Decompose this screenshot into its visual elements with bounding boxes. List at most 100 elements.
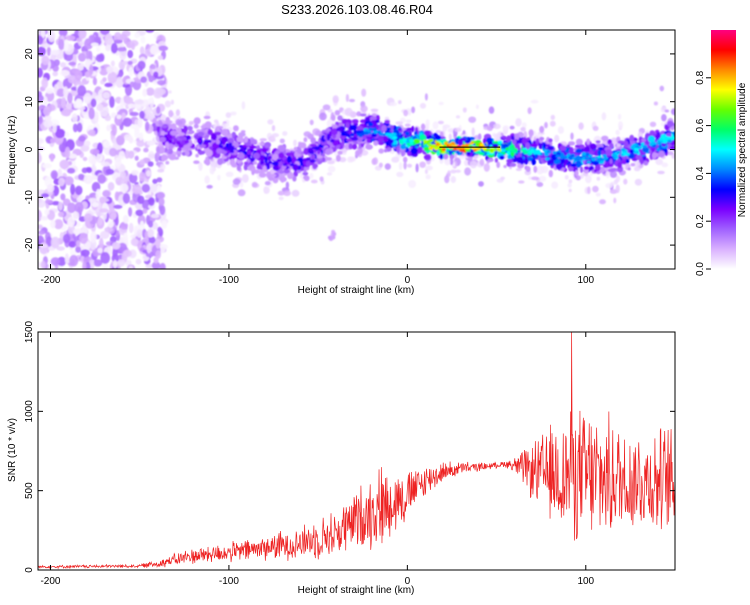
- spectrogram-cell: [616, 142, 621, 148]
- spectrogram-cell: [38, 137, 43, 144]
- snr-frame: [37, 331, 676, 571]
- snr-series-line: [38, 332, 675, 570]
- spectrogram-cell: [550, 114, 555, 120]
- spectrogram-cell: [403, 109, 409, 117]
- spectrogram-cell: [130, 238, 139, 246]
- spectrogram-cell: [588, 165, 595, 171]
- spectrogram-cell: [435, 142, 440, 146]
- spectrogram-cell: [589, 143, 597, 151]
- spectrogram-cell: [409, 142, 414, 146]
- spectrogram-cell: [142, 88, 148, 97]
- spectrogram-cell: [116, 47, 127, 52]
- spectrogram-cell: [159, 136, 166, 143]
- spectrogram-cell: [60, 62, 66, 68]
- spectrogram-cell: [497, 140, 503, 145]
- spectrogram-cell: [46, 184, 55, 193]
- spectrogram-cell: [443, 141, 449, 146]
- spectrogram-cell: [156, 152, 160, 158]
- spectrogram-cell: [505, 136, 510, 143]
- spectrogram-cell: [170, 123, 177, 130]
- spectrogram-cell: [545, 136, 551, 145]
- spectrogram-cell: [83, 92, 92, 104]
- spectrogram-cell: [161, 220, 168, 229]
- spectrogram-cell: [237, 152, 245, 160]
- spectrogram-cell: [389, 102, 398, 107]
- colorbar-tick-label: 0.6: [695, 118, 706, 132]
- spectrogram-cell: [396, 146, 400, 154]
- spectrogram-cell: [136, 140, 145, 147]
- spectrogram-cell: [416, 147, 423, 154]
- y-tick-label: 0: [24, 146, 35, 152]
- spectrogram-cell: [487, 125, 493, 132]
- spectrogram-cell: [161, 154, 166, 162]
- colorbar-gradient: [711, 30, 736, 269]
- colorbar-tick-label: 0.4: [695, 166, 706, 180]
- spectrogram-cell: [538, 175, 547, 182]
- spectrogram-cell: [44, 114, 52, 122]
- x-tick-label: 100: [577, 576, 594, 587]
- spectrogram-cell: [233, 125, 239, 132]
- spectrogram-cell: [378, 148, 385, 154]
- spectrogram-cell: [94, 36, 102, 43]
- spectrogram-cell: [365, 144, 373, 150]
- spectrogram-cell: [414, 140, 419, 144]
- spectrogram-cell: [386, 147, 392, 152]
- spectrogram-cell: [115, 176, 124, 186]
- spectrogram-cell: [121, 83, 131, 88]
- spectrogram-cell: [199, 144, 206, 148]
- spectrogram-cell: [366, 138, 371, 143]
- spectrogram-cell: [242, 174, 249, 183]
- spectrogram-cell: [79, 232, 88, 244]
- spectrogram-cell: [388, 134, 393, 138]
- spectrogram-cell: [509, 146, 515, 150]
- spectrogram-cell: [378, 162, 383, 168]
- spectrogram-cell: [76, 98, 83, 109]
- spectrogram-cell: [592, 185, 599, 193]
- spectrogram-cell: [523, 151, 528, 155]
- spectrogram-cell: [60, 97, 67, 109]
- spectrogram-cell: [327, 160, 335, 165]
- spectrogram-cell: [78, 135, 86, 142]
- spectrogram-cell: [184, 140, 190, 144]
- spectrogram-cell: [156, 184, 162, 194]
- spectrogram-cell: [157, 226, 163, 233]
- spectrogram-cell: [158, 146, 166, 154]
- spectrogram-cell: [610, 167, 618, 171]
- spectrogram-cell: [207, 139, 212, 143]
- spectrogram-cell: [171, 141, 176, 145]
- spectrogram-cell: [89, 64, 94, 76]
- spectrogram-cell: [536, 165, 544, 175]
- spectrogram-cell: [239, 181, 244, 188]
- spectrogram-cell: [147, 228, 154, 238]
- spectrogram-cell: [630, 163, 636, 167]
- spectrogram-cell: [58, 30, 68, 37]
- spectrogram-cell: [547, 145, 555, 151]
- spectrogram-cell: [112, 259, 118, 269]
- spectrogram-cell: [651, 152, 657, 160]
- spectrogram-cell: [570, 132, 574, 140]
- spectrogram-cell: [66, 103, 72, 110]
- spectrogram-cell: [97, 247, 103, 254]
- spectrogram-cell: [429, 138, 434, 142]
- spectrogram-cell: [555, 163, 563, 170]
- spectrogram-cell: [96, 151, 103, 163]
- spectrogram-cell: [478, 133, 482, 140]
- spectrogram-cell: [176, 127, 182, 134]
- spectrogram-cell: [271, 161, 279, 166]
- spectrogram-cell: [599, 199, 606, 205]
- spectrogram-cell: [49, 138, 57, 144]
- spectrogram-cell: [438, 101, 444, 106]
- spectrogram-cell: [127, 50, 134, 59]
- spectrogram-cell: [178, 135, 185, 139]
- spectrogram-cell: [135, 209, 144, 217]
- spectrogram-cell: [462, 107, 467, 113]
- spectrogram-cell: [575, 155, 580, 159]
- spectrogram-cell: [591, 157, 596, 161]
- spectrogram-cell: [423, 139, 428, 143]
- spectrogram-cell: [647, 135, 656, 143]
- spectrogram-cell: [305, 161, 311, 167]
- spectrogram-cell: [69, 254, 79, 267]
- spectrogram-cell: [633, 150, 639, 154]
- spectrogram-cell: [207, 129, 213, 135]
- spectrogram-cell: [120, 221, 128, 230]
